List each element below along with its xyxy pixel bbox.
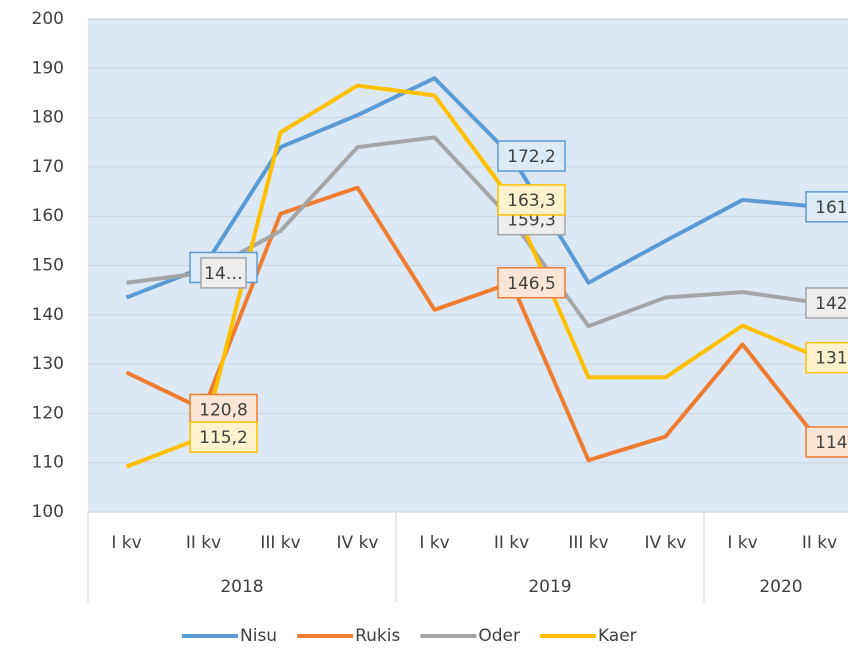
data-label: 115,2 — [199, 428, 248, 448]
data-label: 131,3 — [815, 349, 848, 369]
x-tick-label: IV kv — [337, 533, 379, 553]
data-label: 120,8 — [199, 400, 248, 420]
x-tick-label: I kv — [727, 533, 757, 553]
data-label-box — [805, 287, 848, 319]
y-tick-label: 200 — [32, 9, 64, 29]
y-tick-label: 170 — [32, 157, 64, 177]
data-label-box — [805, 191, 848, 223]
data-label-box — [200, 257, 247, 289]
x-tick-label: IV kv — [645, 533, 687, 553]
data-label: 163,3 — [507, 191, 556, 211]
legend-label: Rukis — [355, 626, 400, 646]
data-label-box — [189, 421, 258, 453]
x-tick-label: II kv — [802, 533, 837, 553]
group-label: 2020 — [759, 577, 802, 597]
x-tick-label: III kv — [260, 533, 300, 553]
y-tick-label: 140 — [32, 305, 64, 325]
legend-label: Kaer — [598, 626, 637, 646]
data-label-box — [805, 426, 848, 458]
legend-label: Nisu — [240, 626, 277, 646]
data-label-box — [805, 341, 848, 374]
data-label-box — [497, 140, 566, 172]
data-label-box — [497, 184, 566, 216]
y-tick-label: 160 — [32, 206, 64, 226]
data-label: 172,2 — [507, 147, 556, 167]
data-label: 114,2 — [815, 433, 848, 453]
legend-label: Oder — [478, 626, 520, 646]
data-label-box — [497, 267, 566, 299]
data-label-box — [189, 393, 258, 426]
x-tick-label: III kv — [568, 533, 608, 553]
data-label: 146,5 — [507, 274, 556, 294]
x-tick-label: II kv — [186, 533, 221, 553]
group-label: 2018 — [220, 577, 263, 597]
x-tick-label: II kv — [494, 533, 529, 553]
y-tick-label: 130 — [32, 354, 64, 374]
x-tick-label: I kv — [111, 533, 141, 553]
y-tick-label: 190 — [32, 58, 64, 78]
y-tick-label: 110 — [32, 453, 64, 473]
y-tick-label: 100 — [32, 502, 64, 522]
data-label: 142,4 — [815, 294, 848, 314]
series-line — [125, 185, 822, 463]
y-tick-label: 150 — [32, 256, 64, 276]
data-label: 161,9 — [815, 198, 848, 218]
group-label: 2019 — [528, 577, 571, 597]
y-tick-label: 120 — [32, 403, 64, 423]
x-tick-label: I kv — [419, 533, 449, 553]
series-line — [125, 76, 820, 300]
data-label: 14… — [204, 264, 243, 284]
y-tick-label: 180 — [32, 108, 64, 128]
